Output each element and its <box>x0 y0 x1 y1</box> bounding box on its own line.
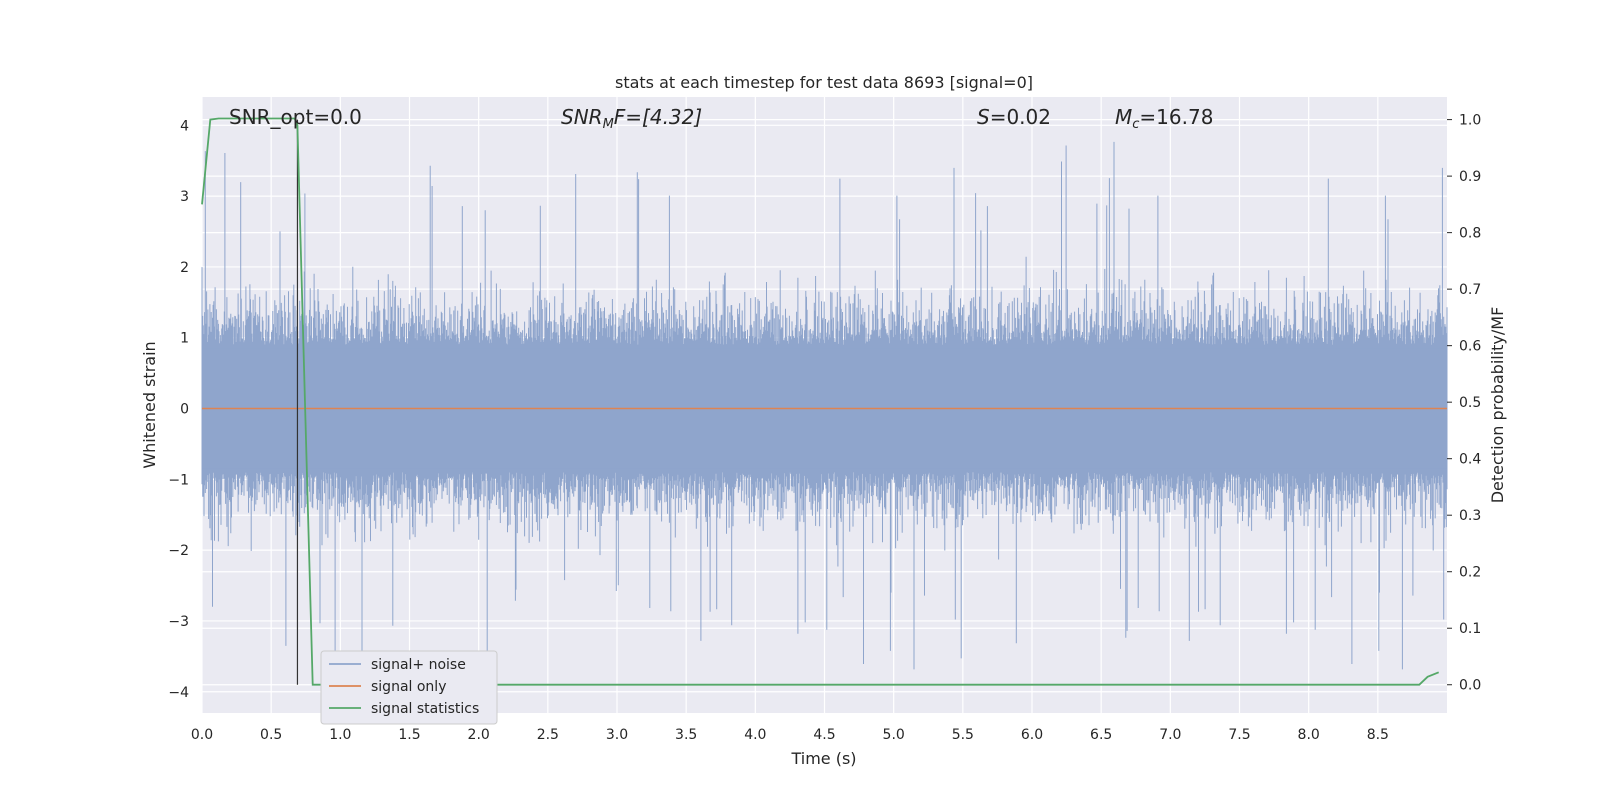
annotation-snr-opt: SNR_opt=0.0 <box>229 105 362 129</box>
y-tick-label: 4 <box>180 118 189 134</box>
y-tick-label: −1 <box>168 472 189 488</box>
annotation-s: S=0.02 <box>977 105 1051 129</box>
y2-tick-label: 0.0 <box>1459 678 1481 694</box>
y2-tick-label: 0.9 <box>1459 169 1481 185</box>
x-tick-label: 6.0 <box>1021 727 1043 743</box>
y2-tick-label: 0.1 <box>1459 621 1481 637</box>
y2-tick-label: 0.3 <box>1459 508 1481 524</box>
x-tick-label: 2.5 <box>537 727 559 743</box>
x-tick-label: 1.5 <box>398 727 420 743</box>
y-tick-label: 3 <box>180 189 189 205</box>
x-tick-label: 8.0 <box>1298 727 1320 743</box>
y2-tick-label: 1.0 <box>1459 113 1481 129</box>
y2-tick-label: 0.8 <box>1459 226 1481 242</box>
y-tick-label: 2 <box>180 260 189 276</box>
x-tick-label: 3.5 <box>675 727 697 743</box>
x-tick-label: 0.0 <box>191 727 213 743</box>
legend: signal+ noise signal only signal statist… <box>320 650 498 725</box>
signal-statistics-line <box>201 117 1440 686</box>
y2-tick-label: 0.7 <box>1459 282 1481 298</box>
y2-tick-label: 0.4 <box>1459 452 1481 468</box>
y-tick-label: −3 <box>168 614 189 630</box>
y2-tick-label: 0.2 <box>1459 565 1481 581</box>
x-tick-label: 0.5 <box>260 727 282 743</box>
y2-axis-label: Detection probability/MF <box>1488 307 1507 504</box>
x-tick-labels: 0.0 0.5 1.0 1.5 2.0 2.5 3.0 3.5 4.0 4.5 5.0 5.5 6.0 6… <box>191 727 1389 743</box>
x-tick-label: 2.0 <box>468 727 490 743</box>
x-tick-label: 4.0 <box>744 727 766 743</box>
x-tick-label: 4.5 <box>813 727 835 743</box>
legend-label-stats: signal statistics <box>371 701 479 717</box>
x-tick-label: 5.0 <box>883 727 905 743</box>
legend-label-noise: signal+ noise <box>371 657 466 673</box>
x-axis-label: Time (s) <box>790 749 856 768</box>
x-tick-label: 5.5 <box>952 727 974 743</box>
annotation-snr-mf: SNRMF=[4.32] <box>561 105 702 132</box>
x-tick-label: 7.0 <box>1159 727 1181 743</box>
chart-title: stats at each timestep for test data 869… <box>615 73 1033 92</box>
x-tick-label: 3.0 <box>606 727 628 743</box>
legend-label-signal: signal only <box>371 679 446 695</box>
y-tick-labels: −4 −3 −2 −1 0 1 2 3 4 <box>168 118 189 700</box>
y-tick-label: −2 <box>168 543 189 559</box>
y2-tick-label: 0.5 <box>1459 395 1481 411</box>
y-tick-label: −4 <box>168 685 189 701</box>
annotation-mc: Mc=16.78 <box>1115 105 1213 132</box>
x-tick-label: 6.5 <box>1090 727 1112 743</box>
x-tick-label: 1.0 <box>329 727 351 743</box>
legend-box <box>320 650 498 725</box>
x-tick-label: 7.5 <box>1228 727 1250 743</box>
x-tick-label: 8.5 <box>1367 727 1389 743</box>
y2-tick-labels: 0.0 0.1 0.2 0.3 0.4 0.5 0.6 0.7 0.8 0.9 1.0 <box>1447 113 1481 694</box>
y-tick-label: 1 <box>180 331 189 347</box>
y-axis-label: Whitened strain <box>140 341 159 468</box>
y2-tick-label: 0.6 <box>1459 339 1481 355</box>
y-tick-label: 0 <box>180 402 189 418</box>
